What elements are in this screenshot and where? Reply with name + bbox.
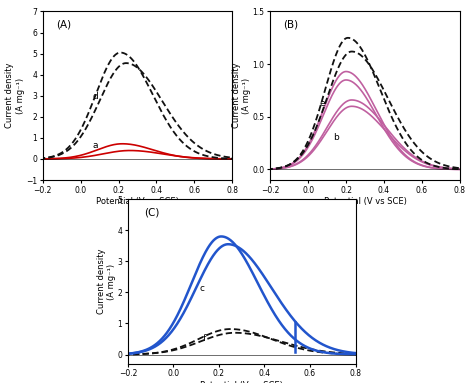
- Text: e: e: [319, 99, 325, 108]
- X-axis label: Potential (V vs SCE): Potential (V vs SCE): [324, 197, 406, 206]
- Text: b: b: [333, 133, 338, 142]
- Text: (C): (C): [144, 208, 159, 218]
- Y-axis label: Current density
(A mg⁻¹): Current density (A mg⁻¹): [97, 249, 116, 314]
- Text: f: f: [203, 334, 206, 344]
- Text: a: a: [93, 141, 99, 151]
- X-axis label: Potential (V vs SCE): Potential (V vs SCE): [201, 381, 283, 383]
- Text: (A): (A): [56, 20, 71, 30]
- Y-axis label: Current density
(A mg⁻¹): Current density (A mg⁻¹): [5, 63, 25, 129]
- Text: d: d: [93, 92, 99, 101]
- Text: (B): (B): [283, 20, 299, 30]
- Y-axis label: Current density
(A mg⁻¹): Current density (A mg⁻¹): [232, 63, 251, 129]
- X-axis label: Potential (V vs SCE): Potential (V vs SCE): [96, 197, 179, 206]
- Text: c: c: [200, 284, 205, 293]
